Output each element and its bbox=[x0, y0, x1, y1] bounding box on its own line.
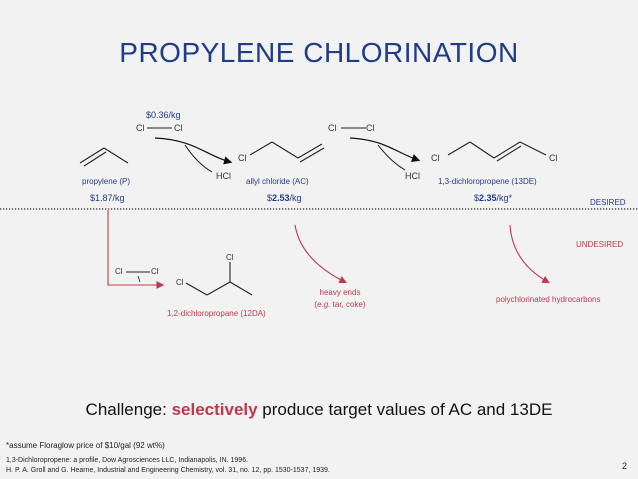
dichloropropene-price: $2.35/kg* bbox=[474, 193, 513, 203]
cl-atom-12da-b: Cl bbox=[176, 278, 184, 287]
price-footnote: *assume Floraglow price of $10/gal (92 w… bbox=[6, 441, 165, 450]
cl-atom-3b: Cl bbox=[151, 267, 159, 276]
cl-atom-1a: Cl bbox=[136, 123, 145, 133]
propylene-label: propylene (P) bbox=[82, 177, 131, 186]
cl-atom-2b: Cl bbox=[366, 123, 375, 133]
propylene-structure bbox=[79, 147, 129, 167]
reaction-arrow-1 bbox=[154, 137, 233, 165]
cl-atom-2a: Cl bbox=[328, 123, 337, 133]
cl-atom-13de-b: Cl bbox=[549, 153, 558, 163]
polychlorinated-label: polychlorinated hydrocarbons bbox=[496, 295, 601, 304]
heavy-ends-examples: (e.g. tar, coke) bbox=[314, 300, 366, 309]
dichloropropane-label: 1,2-dichloropropane (12DA) bbox=[167, 309, 266, 318]
slide-title: PROPYLENE CHLORINATION bbox=[119, 37, 519, 68]
allyl-chloride-label: allyl chloride (AC) bbox=[246, 177, 309, 186]
chlorine-price: $0.36/kg bbox=[146, 110, 181, 120]
cl-atom-ac: Cl bbox=[238, 153, 247, 163]
hcl-byproduct-1: HCl bbox=[216, 171, 231, 181]
reference-2: H. P. A. Groll and G. Hearne, Industrial… bbox=[6, 467, 330, 474]
dichloropropene-label: 1,3-dichloropropene (13DE) bbox=[438, 177, 537, 186]
undesired-label: UNDESIRED bbox=[576, 240, 624, 249]
side-reaction-arrow-2 bbox=[294, 224, 347, 283]
side-reaction-arrow-3 bbox=[509, 224, 550, 284]
page-number: 2 bbox=[622, 461, 628, 471]
allyl-chloride-structure bbox=[249, 141, 325, 163]
dichloropropene-structure bbox=[447, 141, 547, 162]
side-reaction-arrow-1 bbox=[107, 210, 165, 289]
propylene-price: $1.87/kg bbox=[90, 193, 125, 203]
heavy-ends-label: heavy ends bbox=[319, 288, 361, 297]
reaction-arrow-2 bbox=[349, 137, 421, 162]
cl-atom-3a: Cl bbox=[115, 267, 123, 276]
challenge-statement: Challenge: selectively produce target va… bbox=[85, 400, 553, 419]
cl-atom-13de-a: Cl bbox=[431, 153, 440, 163]
hcl-byproduct-2: HCl bbox=[405, 171, 420, 181]
cl-atom-12da-a: Cl bbox=[226, 253, 234, 262]
allyl-chloride-price: $2.53/kg bbox=[267, 193, 302, 203]
cl-atom-1b: Cl bbox=[174, 123, 183, 133]
dichloropropane-structure bbox=[185, 262, 253, 296]
reference-1: 1,3-Dichloropropene: a profile, Dow Agro… bbox=[6, 457, 249, 464]
desired-label: DESIRED bbox=[590, 198, 626, 207]
